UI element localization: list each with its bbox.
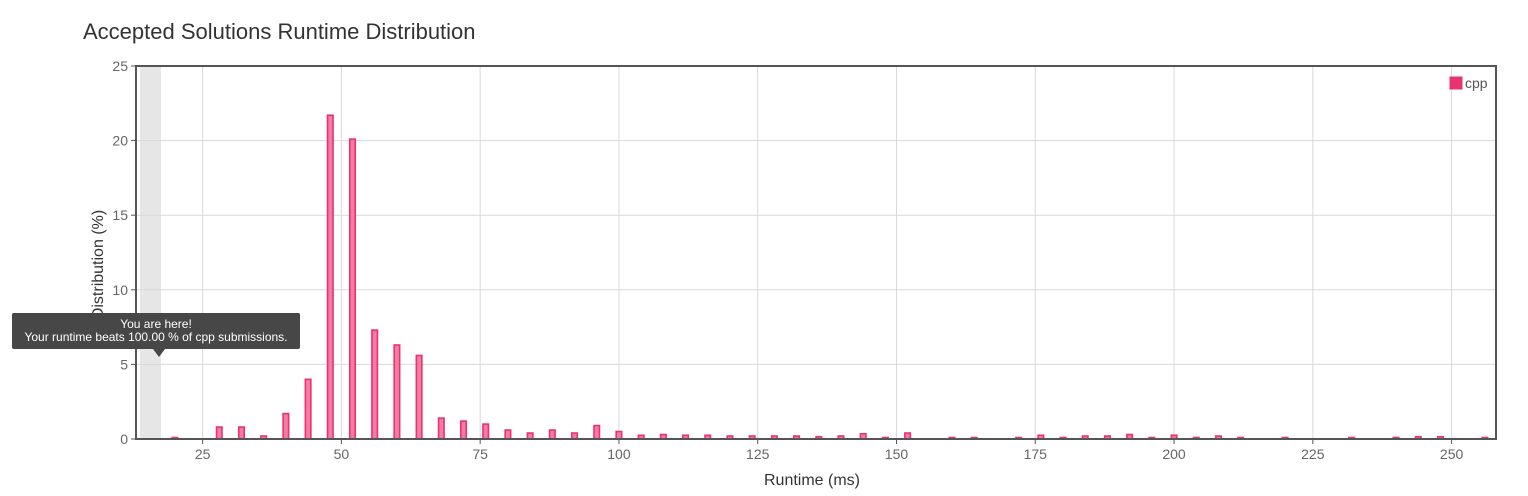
plot-frame [135,65,1497,440]
bar [282,412,290,440]
y-tick-label: 15 [112,207,128,223]
tooltip-arrow [153,349,165,357]
y-tick-label: 0 [120,431,128,447]
bar [548,429,556,440]
bar [393,344,401,440]
axis-layer [131,65,1497,444]
your-runtime-band [140,66,161,439]
bar-layer [171,114,1489,440]
bar [215,426,223,440]
x-tick-label: 100 [607,446,631,462]
x-tick-label: 200 [1162,446,1186,462]
x-tick-label: 225 [1301,446,1325,462]
x-tick-label: 75 [472,446,488,462]
bar [593,424,601,440]
x-tick-label: 50 [334,446,350,462]
y-tick-label: 5 [120,356,128,372]
bar [437,417,445,440]
grid-layer [136,65,1496,439]
bar [615,430,623,440]
x-tick-label: 125 [746,446,770,462]
x-tick-label: 250 [1440,446,1464,462]
tooltip-title: You are here! [120,317,192,331]
tick-label-layer: 25 50 75 100 125 150 175 200 225 250 0 5 10 15 20 25 [112,58,1463,462]
bar [482,423,490,440]
y-axis-title: Distribution (%) [90,210,107,319]
y-tick-label: 10 [112,282,128,298]
tooltip-message: Your runtime beats 100.00 % of cpp submi… [24,330,288,344]
bar [371,329,379,440]
legend-swatch-cpp [1449,76,1463,90]
x-tick-label: 175 [1024,446,1048,462]
x-tick-label: 150 [885,446,909,462]
y-tick-label: 25 [112,58,128,74]
legend[interactable]: cpp [1449,75,1488,91]
bar [326,114,334,440]
x-tick-label: 25 [195,446,211,462]
bar [304,378,312,440]
bar [504,429,512,440]
highlight-band-layer [140,66,161,439]
bar [237,426,246,440]
chart-title: Accepted Solutions Runtime Distribution [83,19,476,44]
bar [348,138,357,440]
y-tick-label: 20 [112,133,128,149]
legend-label-cpp: cpp [1465,75,1488,91]
bar [459,420,468,440]
bar [415,354,423,440]
runtime-tooltip: You are here! Your runtime beats 100.00 … [12,313,300,357]
x-axis-title: Runtime (ms) [764,472,860,489]
